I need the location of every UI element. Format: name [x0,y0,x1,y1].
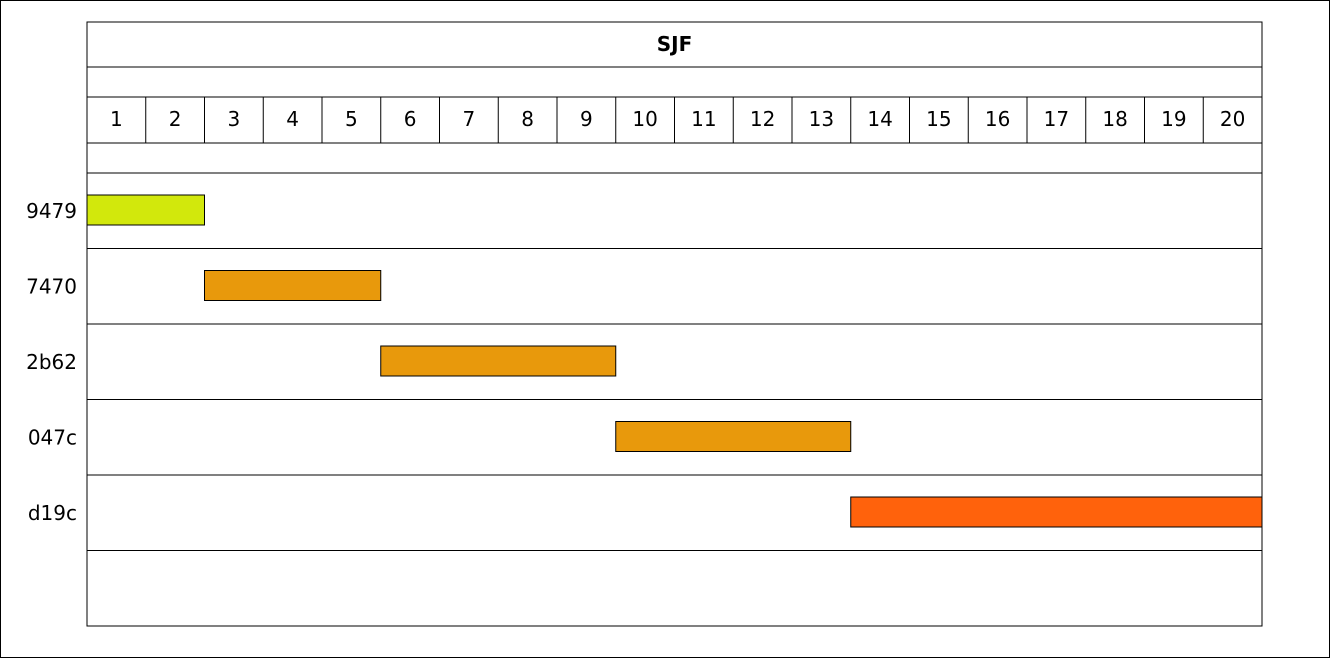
task-bar [380,345,617,377]
tick-label: 4 [286,107,299,131]
tick-label: 6 [404,107,417,131]
task-label: 2b62 [26,350,77,374]
task-bar [615,421,852,452]
tick-label: 11 [691,107,716,131]
tick-label: 2 [169,107,182,131]
task-label: d19c [28,501,77,525]
tick-label: 1 [110,107,123,131]
tick-label: 7 [463,107,476,131]
tick-label: 18 [1102,107,1127,131]
tick-label: 17 [1044,107,1069,131]
tick-label: 12 [750,107,775,131]
tick-label: 19 [1161,107,1186,131]
tick-label: 15 [926,107,951,131]
tick-label: 16 [985,107,1010,131]
tick-label: 5 [345,107,358,131]
task-bar [86,194,205,226]
task-label: 047c [28,425,77,449]
task-label: 9479 [26,199,77,223]
tick-label: 14 [867,107,892,131]
task-bar [204,270,382,301]
task-label: 7470 [26,274,77,298]
tick-label: 8 [521,107,534,131]
task-bar [850,496,1263,528]
task-rows: 9479 7470 2b62 047c d19c [26,172,1263,551]
chart-title: SJF [657,32,693,56]
time-axis: 1 2 3 4 5 6 7 8 9 10 11 12 13 14 15 16 17 18 19 20 [110,97,1245,143]
tick-label: 9 [580,107,593,131]
tick-label: 20 [1220,107,1245,131]
tick-label: 3 [228,107,241,131]
tick-label: 13 [809,107,834,131]
tick-label: 10 [632,107,657,131]
